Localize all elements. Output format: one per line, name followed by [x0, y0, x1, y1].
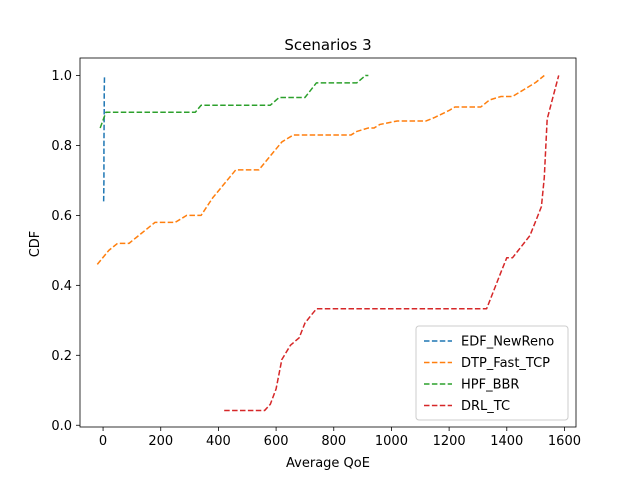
y-tick-label: 1.0 — [51, 69, 72, 84]
axes-frame — [79, 57, 577, 428]
x-tick-label: 1600 — [548, 434, 581, 449]
y-axis-label: CDF — [28, 231, 43, 258]
x-tick-label: 400 — [206, 434, 231, 449]
x-tick-label: 0 — [99, 434, 107, 449]
axes-group: 0 200 400 600 800 1000 1200 1400 1600 0.0 0.2 0.4 0.… — [51, 57, 581, 449]
x-tick-label: 800 — [321, 434, 346, 449]
y-tick-label: 0.6 — [51, 209, 72, 224]
legend-label: DRL_TC — [461, 399, 510, 414]
legend-label: DTP_Fast_TCP — [461, 356, 550, 371]
series-group — [96, 74, 560, 412]
y-tick-label: 0.2 — [51, 349, 72, 364]
chart-title: Scenarios 3 — [284, 36, 371, 54]
series-line-edf-newreno — [102, 75, 106, 202]
legend: EDF_NewReno DTP_Fast_TCP HPF_BBR DRL_TC — [415, 325, 569, 421]
legend-label: EDF_NewReno — [461, 335, 554, 350]
y-tick-label: 0.0 — [51, 419, 72, 434]
legend-box — [415, 325, 569, 421]
series-line-hpf-bbr — [99, 74, 369, 129]
x-tick-label: 1400 — [490, 434, 523, 449]
x-tick-label: 600 — [264, 434, 289, 449]
series-line-dtp-fast-tcp — [96, 74, 545, 265]
series-line-drl-tc — [224, 75, 560, 412]
x-axis-label: Average QoE — [286, 456, 370, 471]
y-tick-label: 0.8 — [51, 139, 72, 154]
x-tick-label: 1000 — [375, 434, 408, 449]
x-tick-label: 200 — [148, 434, 173, 449]
x-tick-label: 1200 — [433, 434, 466, 449]
y-tick-label: 0.4 — [51, 279, 72, 294]
legend-label: HPF_BBR — [461, 378, 519, 393]
